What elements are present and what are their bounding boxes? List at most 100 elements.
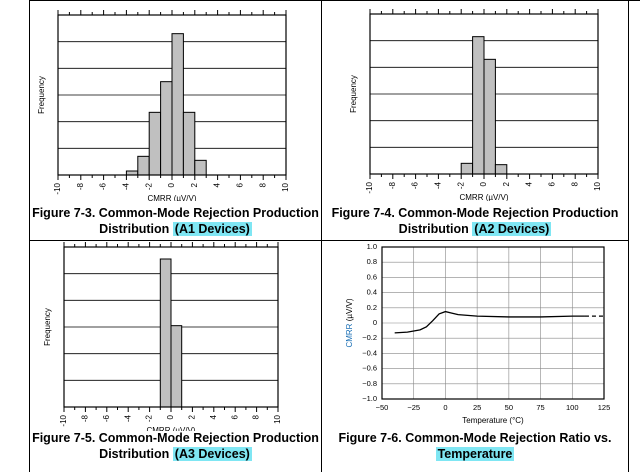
x-tick-label: 6 [230, 414, 239, 419]
y-tick-label: −0.6 [362, 364, 377, 373]
figure-7-6-caption-highlight: Temperature [435, 447, 515, 461]
x-tick-label: 2 [190, 182, 199, 187]
x-tick-label: -10 [365, 181, 374, 193]
histogram-bar [494, 164, 508, 175]
histogram-bar [182, 111, 196, 176]
histogram-bar [472, 36, 485, 175]
x-tick-label: 8 [252, 414, 261, 419]
figure-7-4-panel: -10 -8 -6 -4 -2 0 2 4 6 8 10 CMRR (µV/V) Frequency F… [322, 1, 628, 240]
figure-7-3-caption-line1: Figure 7-3. Common-Mode Rejection Produc… [32, 206, 319, 220]
table-border-middle-vertical [321, 0, 322, 472]
figure-7-6-panel: 1.0 0.8 0.6 0.4 0.2 0 −0.2 −0.4 −0.6 −0.8 −1.0 −50 −… [322, 241, 628, 472]
x-tick-label: 0 [443, 403, 447, 412]
plot-frame [381, 246, 605, 400]
x-tick-label: 2 [502, 181, 511, 186]
x-tick-label: 75 [536, 403, 544, 412]
figure-7-5-caption: Figure 7-5. Common-Mode Rejection Produc… [30, 430, 321, 462]
y-axis-label: Frequency [43, 308, 52, 346]
y-axis-label: Frequency [349, 75, 358, 113]
x-tick-label: 10 [593, 181, 602, 190]
figure-7-4-caption-line1: Figure 7-4. Common-Mode Rejection Produc… [331, 206, 619, 220]
y-tick-label: −0.4 [362, 348, 377, 357]
histogram-bar [137, 155, 150, 176]
x-tick-label: 25 [473, 403, 481, 412]
histogram-bar [483, 58, 496, 175]
x-axis-label: Temperature (°C) [462, 416, 524, 425]
x-tick-label: 4 [525, 181, 534, 186]
x-tick-label: −25 [407, 403, 420, 412]
x-tick-label: 0 [167, 182, 176, 187]
x-tick-label: 6 [236, 182, 245, 187]
x-tick-label: 125 [598, 403, 611, 412]
histogram-a3-chart: -10 -8 -6 -4 -2 0 2 4 6 8 10 CMRR (µV/V) Frequency [43, 242, 282, 435]
histogram-bar [170, 325, 183, 408]
x-tick-label: -6 [99, 182, 108, 190]
histogram-bar [160, 81, 173, 176]
figure-7-5-caption-line1: Figure 7-5. Common-Mode Rejection Produc… [32, 431, 319, 445]
y-axis-label: Frequency [37, 76, 46, 114]
x-tick-label: -4 [434, 181, 443, 189]
x-tick-label: 8 [570, 181, 579, 186]
y-axis-label-highlight: CMRR [345, 323, 354, 347]
histogram-a2-chart: -10 -8 -6 -4 -2 0 2 4 6 8 10 CMRR (µV/V) Frequency [349, 9, 602, 202]
x-tick-label: -2 [456, 181, 465, 189]
x-tick-label: 2 [188, 414, 197, 419]
table-border-left [29, 0, 30, 472]
table-border-middle-horizontal [29, 240, 629, 241]
x-tick-label: 4 [209, 414, 218, 419]
x-axis-label: CMRR (µV/V) [459, 193, 508, 201]
histogram-a1-chart: -10 -8 -6 -4 -2 0 2 4 6 8 10 CMRR (µV/V) Frequency [37, 10, 290, 203]
x-axis-label: CMRR (µV/V) [147, 194, 196, 201]
x-tick-label: -8 [388, 181, 397, 189]
histogram-bar [148, 111, 162, 176]
x-tick-label: -8 [76, 182, 85, 190]
x-axis-label: CMRR (µV/V) [146, 426, 195, 431]
y-tick-label: −0.2 [362, 333, 377, 342]
figure-7-5-caption-pre: Distribution [99, 447, 173, 461]
histogram-bar [194, 159, 207, 176]
histogram-bar [171, 33, 184, 176]
figure-7-3-caption-pre: Distribution [99, 222, 173, 236]
figure-7-3-caption: Figure 7-3. Common-Mode Rejection Produc… [30, 205, 321, 237]
table-border-top [29, 0, 640, 1]
x-tick-label: −50 [376, 403, 389, 412]
y-tick-label: 0.4 [367, 288, 377, 297]
figure-7-4-caption-highlight: (A2 Devices) [472, 222, 552, 236]
series-line-measured [394, 310, 585, 334]
y-axis-label: CMRR (µV/V) [345, 298, 354, 347]
x-tick-label: 6 [548, 181, 557, 186]
x-tick-label: -2 [144, 182, 153, 190]
y-tick-label: 0 [373, 318, 377, 327]
histogram-bar [460, 162, 474, 175]
figure-7-4-caption: Figure 7-4. Common-Mode Rejection Produc… [322, 205, 628, 237]
x-tick-label: -10 [53, 182, 62, 194]
x-tick-label: 0 [166, 414, 175, 419]
y-tick-label: 0.2 [367, 303, 377, 312]
y-tick-label: 0.6 [367, 272, 377, 281]
figure-7-5-caption-highlight: (A3 Devices) [172, 447, 252, 461]
x-tick-label: -8 [81, 414, 90, 422]
x-tick-label: -6 [411, 181, 420, 189]
x-tick-label: -4 [123, 414, 132, 422]
figure-7-6-caption-line1: Figure 7-6. Common-Mode Rejection Ratio … [338, 431, 612, 445]
x-tick-label: 10 [273, 414, 282, 423]
x-tick-label: 10 [281, 182, 290, 191]
x-tick-label: -4 [122, 182, 131, 190]
y-tick-label: 0.8 [367, 257, 377, 266]
table-border-right [628, 0, 629, 472]
x-tick-label: 8 [258, 182, 267, 187]
figure-7-3-caption-highlight: (A1 Devices) [172, 222, 252, 236]
x-tick-label: -6 [102, 414, 111, 422]
figure-7-4-caption-pre: Distribution [398, 222, 473, 236]
x-tick-label: -2 [145, 414, 154, 422]
x-tick-label: 4 [213, 182, 222, 187]
y-tick-label: −0.8 [362, 379, 377, 388]
x-tick-label: 0 [479, 181, 488, 186]
histogram-bar [159, 258, 172, 408]
y-tick-label: 1.0 [367, 242, 377, 251]
x-tick-label: 100 [566, 403, 579, 412]
x-tick-label: 50 [505, 403, 513, 412]
histogram-bar [125, 170, 139, 176]
cmrr-temperature-chart: 1.0 0.8 0.6 0.4 0.2 0 −0.2 −0.4 −0.6 −0.8 −1.0−50 −… [345, 242, 611, 425]
figure-7-6-caption: Figure 7-6. Common-Mode Rejection Ratio … [322, 430, 628, 462]
